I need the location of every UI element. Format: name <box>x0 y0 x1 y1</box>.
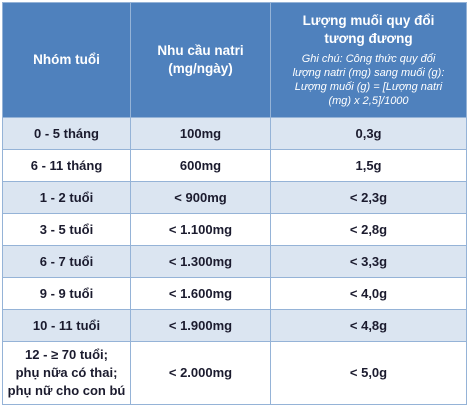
table-cell: 3 - 5 tuổi <box>2 213 131 246</box>
table-row: 9 - 9 tuổi < 1.600mg < 4,0g <box>2 277 467 310</box>
header-row: Nhóm tuổi Nhu cầu natri (mg/ngày) Lượng muố… <box>2 2 467 118</box>
header-text: (mg/ngày) <box>168 61 233 76</box>
note-line: Lượng muối (g) = [Lượng natri <box>294 81 443 93</box>
table-cell: 6 - 7 tuổi <box>2 245 131 278</box>
table-cell: 600mg <box>130 149 271 182</box>
header-text: tương đương <box>324 31 413 46</box>
table-cell: < 5,0g <box>270 341 467 405</box>
table-cell: < 2.000mg <box>130 341 271 405</box>
table-row: 12 - ≥ 70 tuổi; phụ nữa có thai; phụ nữ ch… <box>2 341 467 405</box>
table-cell: < 4,8g <box>270 309 467 342</box>
note-line: (mg) x 2,5]/1000 <box>328 95 409 107</box>
note-line: lượng natri (mg) sang muối (g): <box>292 67 445 79</box>
cell-text: 600mg <box>179 157 222 173</box>
table-cell: < 2,3g <box>270 181 467 214</box>
cell-text: 100mg <box>179 125 222 141</box>
table-cell: 10 - 11 tuổi <box>2 309 131 342</box>
cell-text: < 4,0g <box>349 285 388 301</box>
cell-text: 1,5g <box>355 157 382 173</box>
table-cell: 9 - 9 tuổi <box>2 277 131 310</box>
cell-text: < 2,8g <box>349 221 388 237</box>
cell-text: 0,3g <box>355 125 382 141</box>
cell-text: < 1.300mg <box>168 253 233 269</box>
table-row: 6 - 11 tháng 600mg 1,5g <box>2 149 467 182</box>
table-cell: 1,5g <box>270 149 467 182</box>
table-cell: 0,3g <box>270 117 467 150</box>
cell-text: 10 - 11 tuổi <box>32 317 101 333</box>
formula-note: Ghi chú: Công thức quy đổi lượng natri (m… <box>271 52 466 108</box>
table-cell: 0 - 5 tháng <box>2 117 131 150</box>
cell-text: < 1.100mg <box>168 221 233 237</box>
table-cell: < 900mg <box>130 181 271 214</box>
table-row: 1 - 2 tuổi < 900mg < 2,3g <box>2 181 467 214</box>
table-cell: 6 - 11 tháng <box>2 149 131 182</box>
cell-text: < 4,8g <box>349 317 388 333</box>
header-text: Nhu cầu natri <box>157 43 244 58</box>
header-text: Lượng muối quy đổi <box>302 13 435 28</box>
table-cell: < 4,0g <box>270 277 467 310</box>
table-cell: 12 - ≥ 70 tuổi; phụ nữa có thai; phụ nữ ch… <box>2 341 131 405</box>
table-cell: < 1.600mg <box>130 277 271 310</box>
cell-text: 0 - 5 tháng <box>33 125 99 141</box>
cell-text: 6 - 11 tháng <box>30 157 103 173</box>
table-row: 3 - 5 tuổi < 1.100mg < 2,8g <box>2 213 467 246</box>
header-text: Nhóm tuổi <box>33 52 100 67</box>
note-line: Ghi chú: Công thức quy đổi <box>301 53 436 65</box>
header-cell: Nhu cầu natri (mg/ngày) <box>130 2 271 118</box>
table-cell: 100mg <box>130 117 271 150</box>
header-cell: Nhóm tuổi <box>2 2 131 118</box>
cell-text: 1 - 2 tuổi <box>39 189 94 205</box>
cell-text: < 900mg <box>174 189 227 205</box>
table-cell: < 3,3g <box>270 245 467 278</box>
table-cell: < 2,8g <box>270 213 467 246</box>
table-row: 0 - 5 tháng 100mg 0,3g <box>2 117 467 150</box>
cell-text: 9 - 9 tuổi <box>39 285 94 301</box>
cell-text: < 1.600mg <box>168 285 233 301</box>
table-body: 0 - 5 tháng 100mg 0,3g 6 - 11 tháng 600mg 1,5… <box>2 117 467 405</box>
cell-text: < 3,3g <box>349 253 388 269</box>
cell-text: 6 - 7 tuổi <box>39 253 94 269</box>
cell-text: < 1.900mg <box>168 317 233 333</box>
table-cell: 1 - 2 tuổi <box>2 181 131 214</box>
cell-text: phụ nữ cho con bú <box>7 383 126 398</box>
cell-text: < 5,0g <box>349 365 388 380</box>
cell-text: 3 - 5 tuổi <box>39 221 94 237</box>
cell-text: < 2,3g <box>349 189 388 205</box>
cell-text: < 2.000mg <box>168 365 233 380</box>
header-cell: Lượng muối quy đổi tương đương Ghi chú: Cô… <box>270 2 467 118</box>
table-row: 6 - 7 tuổi < 1.300mg < 3,3g <box>2 245 467 278</box>
table-cell: < 1.300mg <box>130 245 271 278</box>
table-cell: < 1.900mg <box>130 309 271 342</box>
table-cell: < 1.100mg <box>130 213 271 246</box>
cell-text: phụ nữa có thai; <box>15 365 118 380</box>
salt-table: Nhóm tuổi Nhu cầu natri (mg/ngày) Lượng muố… <box>2 2 467 405</box>
table-row: 10 - 11 tuổi < 1.900mg < 4,8g <box>2 309 467 342</box>
cell-text: 12 - ≥ 70 tuổi; <box>25 347 108 362</box>
